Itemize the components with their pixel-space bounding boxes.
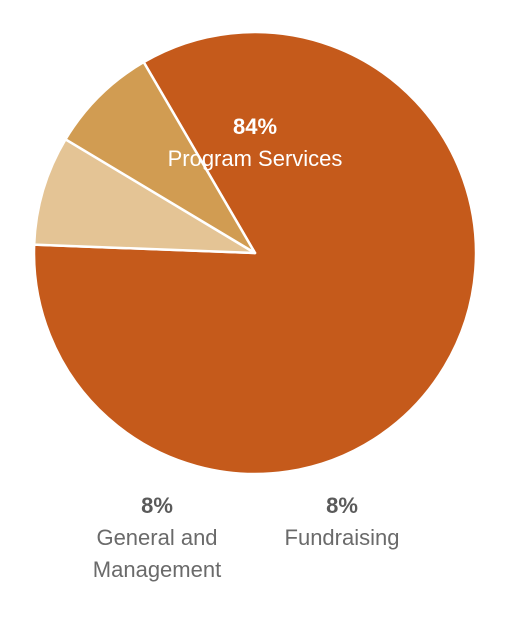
general-management-name-line2: Management [93, 557, 221, 582]
program-services-name-label: Program Services [168, 146, 343, 171]
program-services-percent-label: 84% [233, 114, 277, 139]
general-management-name-line1: General and [96, 525, 217, 550]
fundraising-name-label: Fundraising [285, 525, 400, 550]
fundraising-percent-label: 8% [326, 493, 358, 518]
general-management-percent-label: 8% [141, 493, 173, 518]
pie-slices [32, 30, 478, 476]
pie-slice-fundraising [32, 138, 257, 255]
pie-slice-general-and-management [64, 60, 257, 255]
